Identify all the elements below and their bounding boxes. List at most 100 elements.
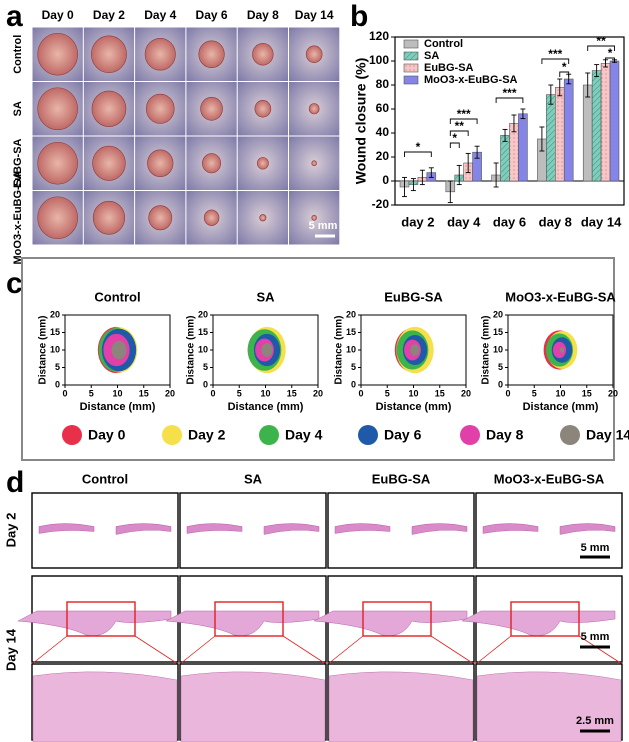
significance-bracket [559, 71, 570, 77]
wound-area [198, 40, 225, 68]
x-tick-label: 20 [165, 388, 175, 398]
y-tick-label: 15 [346, 327, 356, 337]
significance-bracket [449, 118, 478, 124]
error-bar [511, 114, 517, 133]
significance-bracket [541, 58, 570, 64]
error-bar [474, 145, 480, 159]
zoom-box [510, 601, 580, 637]
tissue [32, 671, 178, 742]
legend-label: Control [424, 38, 463, 50]
significance-label: ** [455, 119, 465, 133]
bar [500, 135, 510, 182]
column-header: MoO3-x-EuBG-SA [494, 471, 605, 486]
legend-swatch [403, 63, 419, 73]
wound-trace [559, 347, 565, 353]
x-tick-label: 15 [287, 388, 297, 398]
wound-area [145, 93, 175, 124]
bar [582, 84, 593, 182]
zoom-box [66, 601, 136, 637]
significance-label: ** [596, 34, 606, 48]
error-bar [585, 72, 591, 98]
error-bar [502, 128, 508, 142]
bar [609, 60, 620, 182]
x-tick-label: 15 [582, 388, 592, 398]
error-bar [520, 108, 526, 120]
y-tick-label: 10 [50, 344, 60, 354]
significance-bracket [587, 45, 615, 51]
y-tick-label: 0 [351, 379, 356, 389]
column-header: Day 4 [144, 8, 176, 22]
legend-label: MoO3-x-EuBG-SA [424, 74, 518, 86]
y-tick-label: -20 [372, 197, 390, 211]
row-label: MoO3-x-EuBG-SA [12, 171, 24, 265]
y-axis-label: Distance (mm) [481, 316, 492, 385]
x-tick-label: 0 [505, 388, 510, 398]
tissue [180, 671, 326, 742]
tissue [38, 523, 95, 534]
y-tick-label: 20 [50, 309, 60, 319]
wound-area [147, 149, 174, 177]
y-axis-label: Distance (mm) [38, 316, 49, 385]
x-axis-label: Distance (mm) [523, 401, 599, 413]
legend-marker [62, 425, 82, 445]
legend-swatch [403, 39, 419, 49]
x-tick-label: 15 [435, 388, 445, 398]
scale-bar-label: 2.5 mm [576, 715, 614, 727]
scale-bar-label: 5 mm [581, 542, 610, 554]
x-axis-label: Distance (mm) [228, 401, 304, 413]
error-bar [402, 176, 408, 198]
significance-label: *** [502, 86, 516, 100]
x-tick-label: 5 [532, 388, 537, 398]
y-tick-label: 20 [493, 309, 503, 319]
bar [518, 113, 528, 182]
y-tick-label: 0 [382, 173, 389, 187]
x-tick-label: 10 [260, 388, 270, 398]
column-header: Day 6 [196, 8, 228, 22]
panel-label: c [6, 267, 23, 300]
legend-label: Day 0 [88, 427, 126, 443]
tissue [411, 523, 468, 535]
wound-area [92, 200, 126, 235]
x-tick-label: day 14 [581, 214, 622, 229]
tissue [115, 523, 172, 535]
scale-bar-label: 5 mm [581, 631, 610, 643]
wound-area [311, 160, 317, 167]
panel-label: d [6, 466, 24, 499]
wound-area [259, 214, 267, 222]
tissue [328, 671, 474, 742]
y-tick-label: 120 [369, 29, 389, 43]
x-tick-label: 20 [608, 388, 618, 398]
tissue [186, 523, 243, 534]
x-axis-label: Distance (mm) [80, 401, 156, 413]
x-tick-label: 20 [313, 388, 323, 398]
wound-area [37, 32, 78, 76]
y-tick-label: 20 [346, 309, 356, 319]
significance-bracket [449, 142, 460, 148]
y-tick-label: 5 [498, 362, 503, 372]
error-bar [465, 152, 471, 174]
x-tick-label: 0 [358, 388, 363, 398]
wound-trace [410, 344, 420, 356]
bar [591, 70, 602, 182]
x-tick-label: 0 [62, 388, 67, 398]
wound-trace [261, 343, 273, 357]
y-tick-label: 5 [55, 362, 60, 372]
tissue [482, 523, 539, 534]
y-tick-label: 40 [376, 125, 390, 139]
error-bar [410, 178, 416, 192]
y-tick-label: 15 [493, 327, 503, 337]
row-label: Day 2 [3, 513, 18, 548]
wound-area [148, 205, 173, 231]
zoom-line [430, 635, 475, 665]
significance-bracket [449, 130, 469, 136]
y-tick-label: 10 [198, 344, 208, 354]
error-bar [419, 169, 425, 186]
legend-marker [358, 425, 378, 445]
column-header: EuBG-SA [372, 471, 431, 486]
x-tick-label: day 6 [493, 214, 526, 229]
y-tick-label: 20 [198, 309, 208, 319]
subplot-title: SA [256, 289, 275, 304]
y-tick-label: 20 [376, 149, 390, 163]
y-axis-label: Wound closure (%) [353, 58, 369, 185]
y-tick-label: 10 [493, 344, 503, 354]
